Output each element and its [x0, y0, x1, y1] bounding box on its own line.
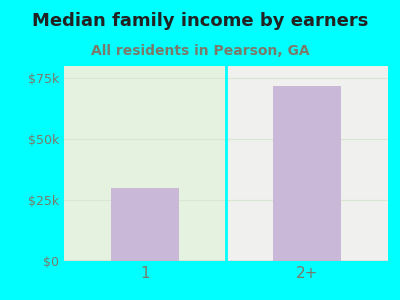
- Bar: [226, 66, 388, 261]
- Bar: [273, 85, 341, 261]
- Text: Median family income by earners: Median family income by earners: [32, 12, 368, 30]
- Bar: [64, 66, 226, 261]
- Bar: [111, 188, 179, 261]
- Text: All residents in Pearson, GA: All residents in Pearson, GA: [91, 44, 309, 58]
